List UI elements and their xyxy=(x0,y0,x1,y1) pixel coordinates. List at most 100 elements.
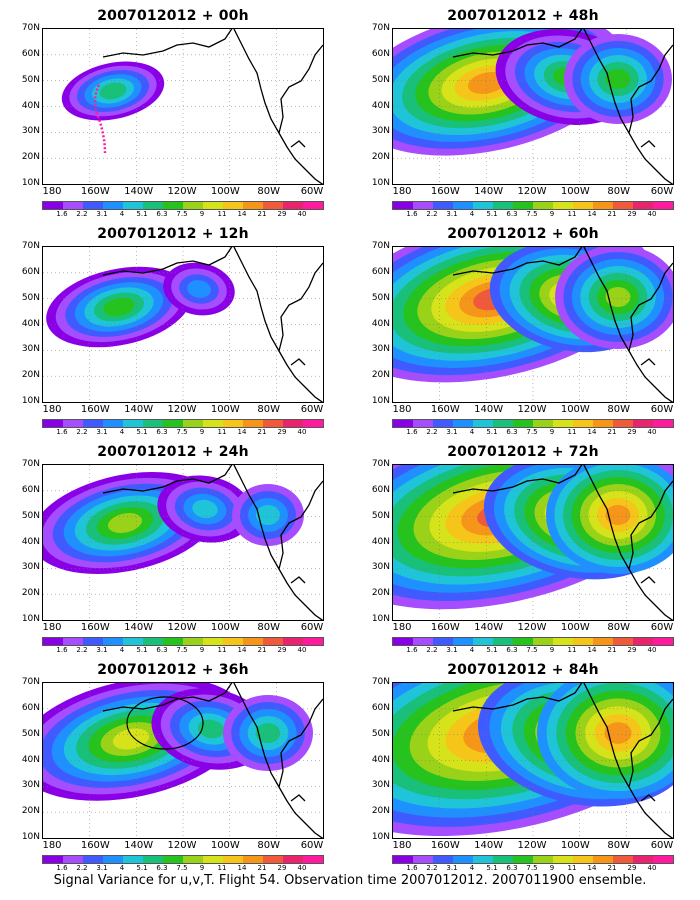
longitude-tick-label: 120W xyxy=(517,840,547,851)
figure-footer: Signal Variance for u,v,T. Flight 54. Ob… xyxy=(53,873,647,888)
colorbar-swatch xyxy=(653,638,673,645)
longitude-tick-label: 100W xyxy=(560,404,590,415)
colorbar-swatch xyxy=(453,856,473,863)
latitude-tick-label: 30N xyxy=(371,562,390,573)
colorbar-swatch xyxy=(593,856,613,863)
variance-map xyxy=(392,464,674,621)
colorbar-swatch xyxy=(123,420,143,427)
longitude-tick-label: 140W xyxy=(124,186,154,197)
colorbar-label: 5.1 xyxy=(486,210,498,218)
latitude-tick-label: 10N xyxy=(371,832,390,842)
colorbar-swatch xyxy=(513,856,533,863)
colorbar-label: 5.1 xyxy=(486,428,498,436)
colorbar-label: 29 xyxy=(627,646,637,654)
variance-map xyxy=(392,246,674,403)
latitude-tick-label: 60N xyxy=(371,702,390,713)
colorbar-label: 5.1 xyxy=(136,210,148,218)
colorbar-label: 7.5 xyxy=(526,864,538,872)
colorbar-swatch xyxy=(433,856,453,863)
longitude-tick-label: 80W xyxy=(257,404,280,415)
colorbar-swatch xyxy=(283,856,303,863)
longitude-tick-label: 160W xyxy=(80,840,110,851)
colorbar-label: 4 xyxy=(469,428,475,436)
colorbar-swatch xyxy=(453,638,473,645)
longitude-tick-label: 120W xyxy=(517,622,547,633)
colorbar-label: 40 xyxy=(297,428,307,436)
longitude-tick-label: 180 xyxy=(392,622,412,633)
colorbar-swatch xyxy=(103,856,123,863)
colorbar-swatch xyxy=(283,202,303,209)
longitude-tick-label: 60W xyxy=(300,186,324,197)
colorbar-label: 4 xyxy=(469,864,475,872)
latitude-tick-label: 50N xyxy=(371,74,390,85)
panel-title: 2007012012 + 60h xyxy=(447,226,599,242)
colorbar-label: 21 xyxy=(257,428,267,436)
colorbar-label: 2.2 xyxy=(76,428,88,436)
colorbar-label: 9 xyxy=(199,864,205,872)
latitude-tick-label: 10N xyxy=(21,396,40,406)
colorbar-swatch xyxy=(63,202,83,209)
map-panel: 2007012012 + 60h 70N 60N 50N 40N 30N 20N 10N 18… xyxy=(358,226,688,436)
latitude-tick-label: 10N xyxy=(371,178,390,188)
colorbar-label: 9 xyxy=(549,864,555,872)
longitude-tick-label: 100W xyxy=(210,404,240,415)
longitude-tick-label: 160W xyxy=(80,186,110,197)
colorbar-label: 40 xyxy=(297,646,307,654)
colorbar-label: 9 xyxy=(549,428,555,436)
colorbar-label: 2.2 xyxy=(76,646,88,654)
map-panel: 2007012012 + 00h 70N 60N 50N 40N 30N 20N 10N 18… xyxy=(8,8,338,218)
colorbar-swatch xyxy=(243,638,263,645)
longitude-tick-label: 140W xyxy=(124,840,154,851)
longitude-tick-label: 120W xyxy=(517,404,547,415)
colorbar-label: 2.2 xyxy=(426,864,438,872)
colorbar-swatch xyxy=(553,638,573,645)
colorbar-label: 14 xyxy=(587,210,597,218)
longitude-tick-label: 100W xyxy=(560,622,590,633)
colorbar-swatch xyxy=(243,420,263,427)
variance-map xyxy=(392,28,674,185)
longitude-tick-label: 180 xyxy=(42,404,62,415)
colorbar-label: 6.3 xyxy=(506,646,518,654)
colorbar-label: 1.6 xyxy=(56,210,68,218)
colorbar-label: 5.1 xyxy=(136,864,148,872)
colorbar-label: 1.6 xyxy=(406,646,418,654)
map-panel: 2007012012 + 84h 70N 60N 50N 40N 30N 20N 10N 18… xyxy=(358,662,688,872)
colorbar-swatch xyxy=(473,202,493,209)
latitude-tick-label: 10N xyxy=(371,614,390,624)
latitude-tick-label: 30N xyxy=(21,344,40,355)
latitude-tick-label: 50N xyxy=(371,510,390,521)
latitude-tick-label: 40N xyxy=(371,100,390,111)
colorbar-label: 3.1 xyxy=(446,646,458,654)
latitude-tick-label: 50N xyxy=(21,510,40,521)
panel-title: 2007012012 + 12h xyxy=(97,226,249,242)
longitude-tick-label: 80W xyxy=(607,186,630,197)
colorbar-swatch xyxy=(553,420,573,427)
colorbar-swatch xyxy=(573,202,593,209)
latitude-tick-label: 10N xyxy=(371,396,390,406)
latitude-tick-label: 40N xyxy=(21,536,40,547)
colorbar-swatch xyxy=(473,638,493,645)
colorbar-label: 11 xyxy=(217,864,227,872)
colorbar-swatch xyxy=(103,420,123,427)
colorbar-label: 7.5 xyxy=(176,864,188,872)
colorbar-swatch xyxy=(533,202,553,209)
latitude-tick-label: 50N xyxy=(371,728,390,739)
colorbar-label: 6.3 xyxy=(156,646,168,654)
latitude-tick-label: 50N xyxy=(21,292,40,303)
longitude-tick-label: 180 xyxy=(42,622,62,633)
panel-title: 2007012012 + 84h xyxy=(447,662,599,678)
colorbar-label: 14 xyxy=(587,646,597,654)
colorbar-label: 11 xyxy=(567,646,577,654)
colorbar-label: 6.3 xyxy=(506,864,518,872)
colorbar-swatch xyxy=(263,856,283,863)
latitude-tick-label: 40N xyxy=(21,754,40,765)
latitude-tick-label: 70N xyxy=(21,23,40,33)
colorbar-label: 11 xyxy=(567,428,577,436)
colorbar-swatch xyxy=(413,638,433,645)
colorbar-swatch xyxy=(43,856,63,863)
colorbar-swatch xyxy=(393,420,413,427)
latitude-tick-label: 20N xyxy=(371,806,390,817)
colorbar-label: 9 xyxy=(199,210,205,218)
colorbar-swatch xyxy=(303,638,323,645)
longitude-tick-label: 120W xyxy=(517,186,547,197)
